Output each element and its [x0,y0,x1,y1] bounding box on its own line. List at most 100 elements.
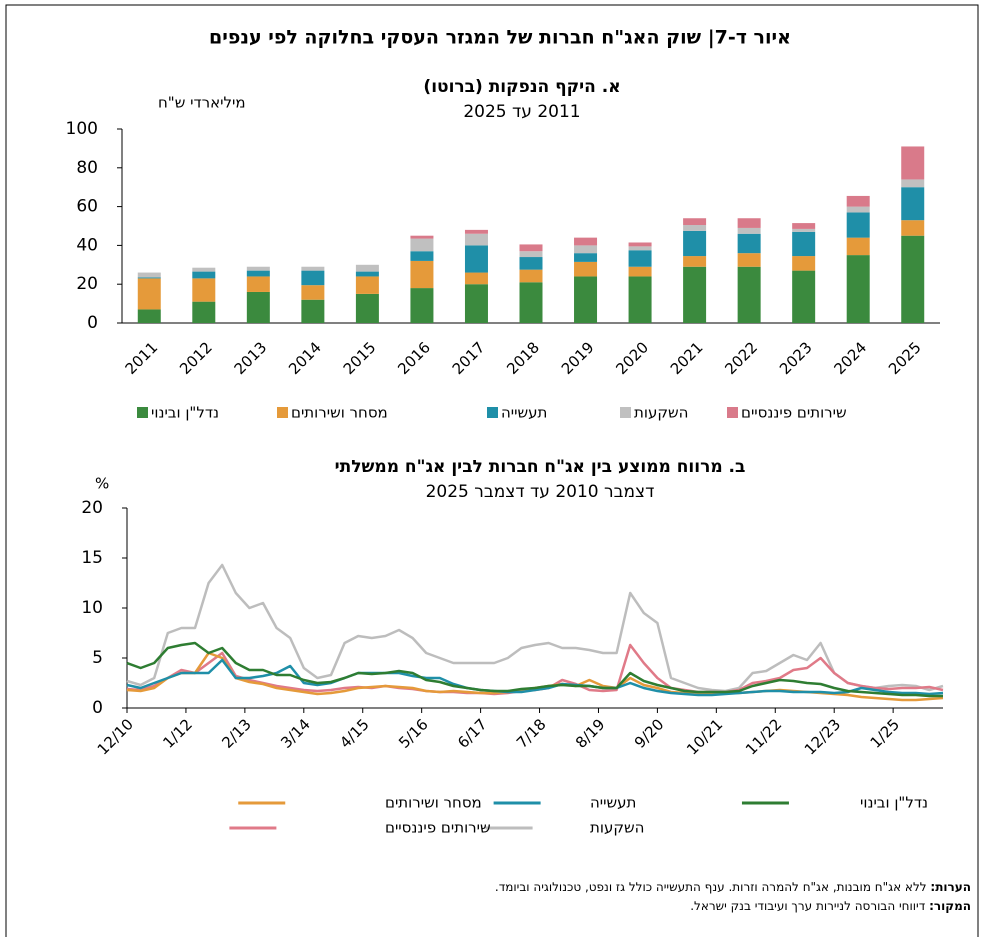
bar-segment [792,256,816,271]
bar-segment [355,271,379,277]
x-tick-label: 6/17 [454,715,491,752]
bar-segment [192,301,216,323]
bar-segment [246,270,270,277]
y-tick-label: 0 [92,698,103,718]
chart-title: א. היקף הנפקות (ברוטו) [423,77,620,97]
bar-segment [464,245,488,273]
bar-segment [137,277,161,279]
legend-label: מסחר ושירותים [291,404,388,422]
x-tick-label: 8/19 [572,715,609,752]
legend-label: נדל"ן ובינוי [151,404,219,422]
bar-segment [355,264,379,272]
frame [5,4,979,937]
series-line [126,563,944,693]
x-tick-label: 5/16 [395,715,432,752]
bar-segment [192,278,216,302]
bar-segment [355,293,379,323]
bar-segment [628,266,652,277]
bar-segment [737,227,761,234]
legend-swatch [277,407,288,418]
legend-swatch [727,407,738,418]
bar-segment [574,237,598,246]
x-tick-label: 12/23 [801,715,844,758]
note-label: הערות: [930,880,971,894]
series-line [126,641,943,698]
figure-title: איור ד-7| שוק האג"ח חברות של המגזר העסקי… [209,27,791,49]
bar-segment [464,272,488,285]
legend-swatch [487,407,498,418]
bar-segment [519,244,543,252]
y-axis-label: % [95,475,109,493]
bar-segment [792,223,816,229]
legend-swatch [620,407,631,418]
bar-segment [901,187,925,221]
y-tick-label: 40 [76,235,98,255]
bar-segment [410,235,434,239]
bar-segment [628,242,652,247]
y-tick-label: 10 [81,598,103,618]
x-tick-label: 2018 [503,338,543,378]
bar-segment [846,212,870,238]
x-tick-label: 2/13 [218,715,255,752]
bar-segment [519,251,543,258]
bar-segment [683,230,707,257]
x-tick-label: 10/21 [683,715,726,758]
x-tick-label: 2013 [231,338,271,378]
bar-segment [301,285,325,300]
bar-segment [737,233,761,254]
note-text: ללא אג"ח מובנות, אג"ח להמרה וזרות. ענף ה… [494,880,927,894]
bar-segment [628,276,652,323]
bar-segment [519,269,543,283]
bar-segment [574,245,598,254]
y-axis-label: מיליארדי ש"ח [158,94,246,112]
legend-label: תעשייה [501,404,547,422]
bar-segment [683,218,707,226]
bar-segment [901,235,925,323]
bar-segment [846,255,870,323]
bar-segment [683,256,707,267]
bar-segment [901,146,925,180]
x-tick-label: 2019 [558,338,598,378]
legend-label: שירותים פיננסיים [385,819,491,837]
bar-segment [137,272,161,278]
bar-segment [137,309,161,323]
x-tick-label: 2024 [830,338,870,378]
chart-subtitle: 2011 עד 2025 [463,102,580,122]
bar-segment [846,195,870,207]
bar-segment [901,220,925,236]
note: הערות: ללא אג"ח מובנות, אג"ח להמרה וזרות… [21,878,971,897]
bar-segment [683,225,707,231]
bar-segment [464,284,488,323]
bar-segment [519,282,543,323]
series-line [126,658,944,697]
legend-swatch [137,407,148,418]
bar-segment [464,229,488,234]
legend-label: תעשייה [590,794,636,812]
x-tick-label: 2012 [176,338,216,378]
bar-segment [192,267,216,272]
bar-segment [574,276,598,323]
x-tick-label: 2023 [776,338,816,378]
x-tick-label: 9/20 [631,715,668,752]
bar-segment [246,266,270,271]
x-tick-label: 7/18 [513,715,550,752]
bar-segment [737,218,761,228]
x-tick-label: 2011 [122,338,162,378]
legend-label: נדל"ן ובינוי [860,794,928,812]
bar-segment [792,231,816,257]
bar-segment [901,179,925,188]
bar-segment [301,299,325,323]
bar-segment [355,276,379,294]
x-tick-label: 2017 [449,338,489,378]
y-tick-label: 20 [81,498,103,518]
x-tick-label: 2020 [612,338,652,378]
x-tick-label: 2021 [667,338,707,378]
bar-segment [192,271,216,279]
note-label: המקור: [929,899,971,913]
bar-segment [737,253,761,267]
bar-segment [410,260,434,289]
bar-segment [410,288,434,323]
note-text: דיווחי הבורסה לניירות ערך ועיבודי בנק יש… [690,899,926,913]
